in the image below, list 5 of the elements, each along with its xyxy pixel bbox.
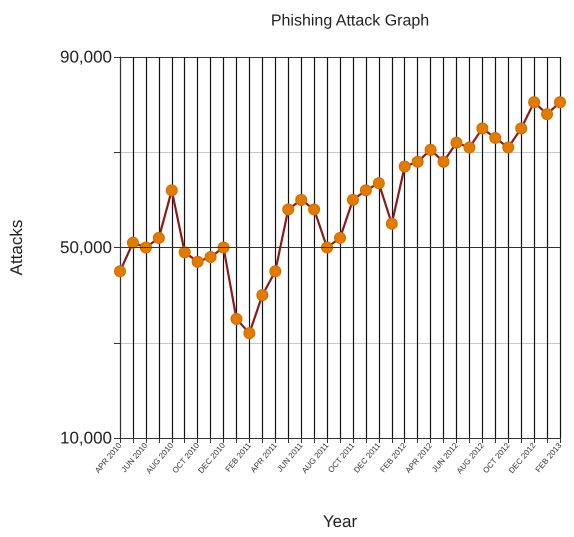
- y-axis-title: Attacks: [7, 220, 26, 276]
- x-axis-title: Year: [322, 512, 358, 531]
- chart-title: Phishing Attack Graph: [270, 12, 430, 30]
- y-tick-label: 50,000: [60, 238, 112, 257]
- y-tick-label: 90,000: [60, 48, 112, 66]
